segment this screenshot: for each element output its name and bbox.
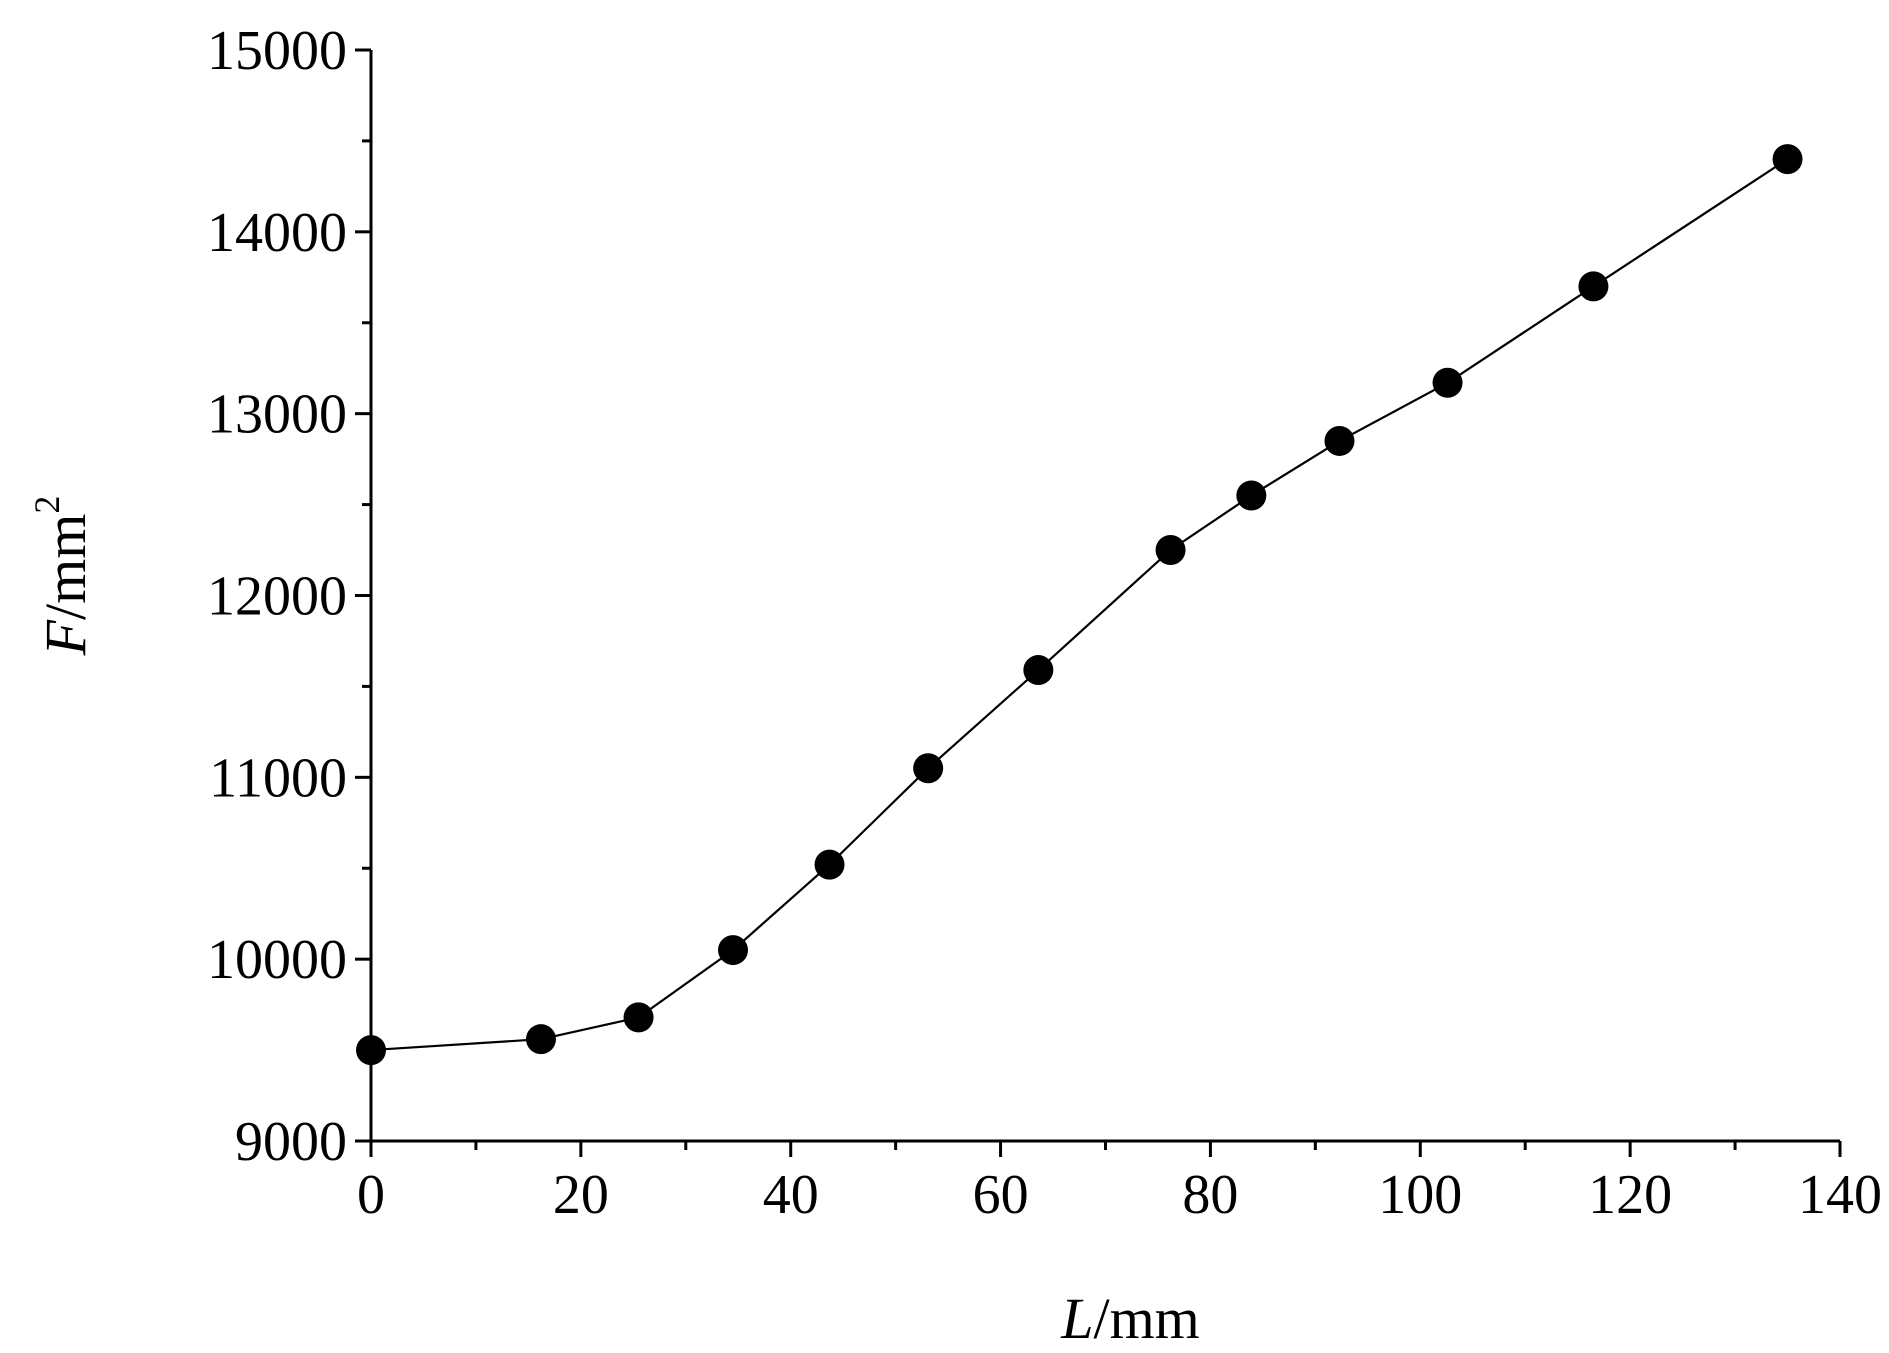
data-point: [525, 1024, 556, 1055]
x-ticks: 0 20 40 60 80 100 120 140: [357, 1141, 1882, 1226]
x-tick-label: 60: [973, 1164, 1029, 1226]
x-tick-label: 20: [553, 1164, 609, 1226]
x-axis-title: L/mm: [1060, 1286, 1200, 1351]
data-point: [356, 1035, 386, 1066]
y-tick-label: 15000: [207, 20, 347, 82]
y-ticks: 9000 10000 11000 12000 13000 14000 15000: [207, 20, 371, 1173]
data-point: [814, 849, 845, 880]
y-tick-label: 13000: [207, 384, 347, 446]
plot-area: [356, 144, 1803, 1066]
x-axis: 0 20 40 60 80 100 120 140: [357, 1139, 1882, 1226]
data-point: [1432, 367, 1463, 398]
data-point: [623, 1002, 654, 1033]
y-tick-label: 9000: [235, 1111, 347, 1173]
x-tick-label: 0: [357, 1164, 385, 1226]
y-axis-title: F/mm2: [27, 496, 98, 657]
x-axis-unit: /mm: [1093, 1286, 1199, 1351]
data-point: [1236, 480, 1267, 511]
data-point: [1023, 655, 1054, 686]
data-point: [1324, 425, 1355, 456]
x-tick-label: 80: [1182, 1164, 1238, 1226]
x-axis-variable: L: [1060, 1286, 1093, 1351]
series-line: [370, 158, 1789, 1052]
y-axis-variable: F: [33, 619, 98, 656]
x-tick-label: 120: [1588, 1164, 1672, 1226]
data-point: [718, 935, 749, 966]
data-point: [1155, 535, 1186, 566]
x-tick-label: 100: [1378, 1164, 1462, 1226]
y-tick-label: 11000: [209, 747, 347, 809]
x-tick-label: 40: [763, 1164, 819, 1226]
y-axis-unit: /mm: [33, 514, 98, 620]
data-point: [1772, 144, 1803, 175]
y-axis-unit-exponent: 2: [27, 496, 67, 514]
y-tick-label: 12000: [207, 566, 347, 628]
y-axis: 9000 10000 11000 12000 13000 14000 15000: [207, 20, 373, 1173]
data-point: [1578, 271, 1609, 302]
data-point: [913, 753, 944, 784]
y-tick-label: 14000: [207, 202, 347, 264]
x-tick-label: 140: [1798, 1164, 1882, 1226]
data-points: [356, 144, 1803, 1066]
y-tick-label: 10000: [207, 929, 347, 991]
